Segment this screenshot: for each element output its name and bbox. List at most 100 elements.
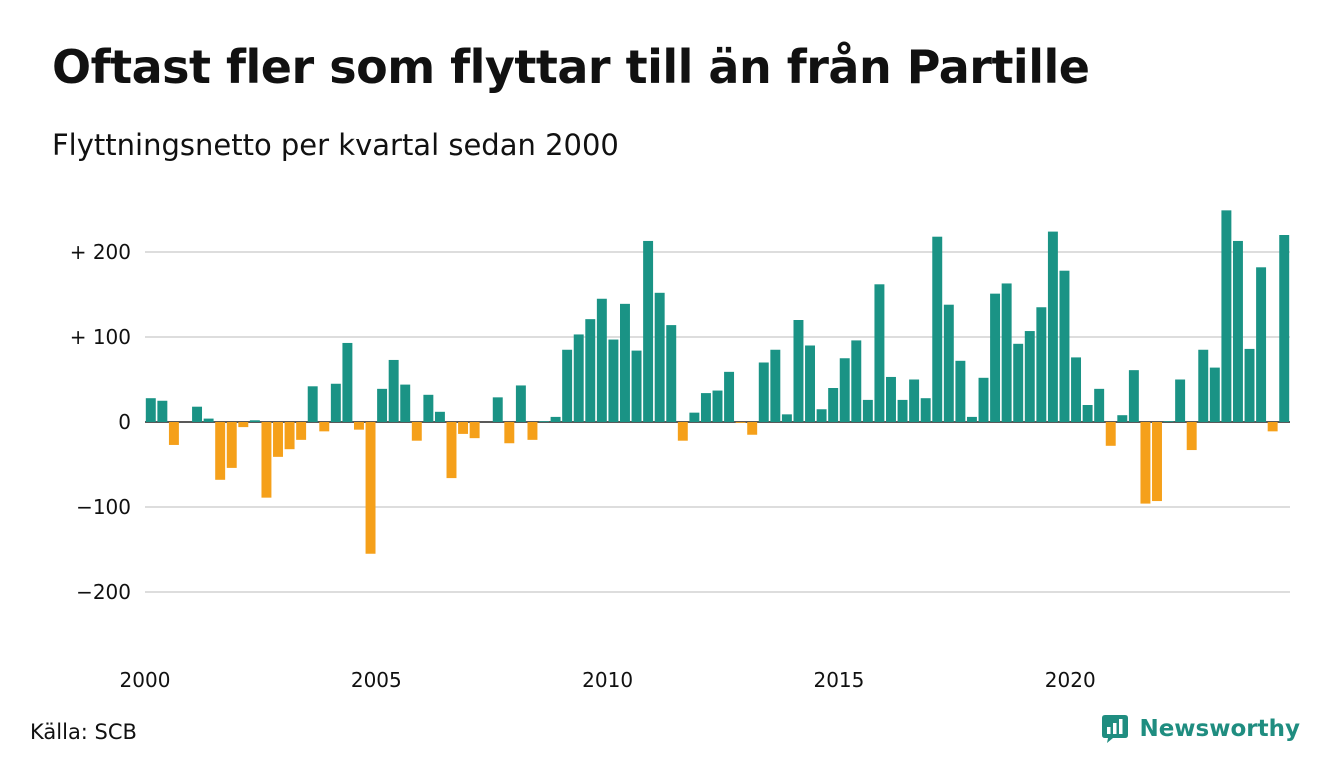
bar — [215, 422, 226, 480]
bar — [423, 394, 434, 422]
bar — [515, 385, 526, 422]
bar — [145, 398, 156, 422]
bar — [1082, 405, 1093, 422]
bar — [458, 422, 469, 434]
bar — [388, 359, 399, 422]
bar — [608, 339, 619, 422]
bar — [1036, 307, 1047, 422]
y-axis-ticks: + 200 + 100 0 −100 −200 — [70, 240, 131, 604]
bar — [596, 298, 607, 422]
bar — [353, 422, 364, 430]
y-tick-label: −200 — [76, 580, 131, 604]
bar — [365, 422, 376, 554]
bar — [249, 420, 260, 422]
bar — [828, 388, 839, 422]
bar — [1256, 267, 1267, 422]
y-tick-label: + 100 — [70, 325, 131, 349]
bar — [770, 349, 781, 422]
bar — [573, 334, 584, 422]
bar — [1059, 270, 1070, 422]
x-tick-label: 2015 — [813, 668, 864, 692]
bar — [1071, 357, 1082, 422]
bar — [1267, 422, 1278, 432]
newsworthy-logo-icon — [1102, 715, 1129, 743]
bar — [307, 386, 318, 422]
bar — [411, 422, 422, 441]
x-axis-ticks: 2000 2005 2010 2015 2020 — [120, 668, 1096, 692]
bar — [319, 422, 330, 432]
bar-chart: + 200 + 100 0 −100 −200 2000 2005 2010 2015 2020 — [70, 210, 1290, 692]
chart-title: Oftast fler som flyttar till än från Par… — [52, 40, 1090, 94]
brand-name: Newsworthy — [1139, 716, 1300, 742]
bar — [920, 398, 931, 422]
bar — [296, 422, 307, 440]
bar — [620, 303, 630, 422]
bar — [1221, 210, 1232, 422]
bar — [966, 416, 977, 422]
bar — [1047, 231, 1058, 422]
bar — [1117, 415, 1128, 422]
y-tick-label: + 200 — [70, 240, 131, 264]
bars — [145, 210, 1290, 554]
bar — [192, 406, 203, 422]
bar — [897, 399, 908, 422]
bar — [238, 422, 249, 428]
bar — [1279, 235, 1290, 422]
bar — [1152, 422, 1162, 502]
bar — [1128, 370, 1139, 422]
bar — [631, 350, 642, 422]
bar — [504, 422, 515, 444]
bar — [712, 390, 723, 422]
bar — [1232, 240, 1243, 422]
y-tick-label: 0 — [118, 410, 131, 434]
bar — [1175, 379, 1186, 422]
bar — [585, 319, 596, 422]
x-tick-label: 2000 — [120, 668, 171, 692]
bar — [805, 345, 815, 422]
x-tick-label: 2005 — [351, 668, 402, 692]
bar — [793, 320, 804, 422]
bar — [666, 325, 677, 422]
bar — [400, 384, 411, 422]
bar — [677, 422, 688, 441]
bar — [689, 412, 700, 422]
bar — [527, 422, 538, 440]
x-tick-label: 2020 — [1045, 668, 1096, 692]
bar — [1001, 283, 1012, 422]
brand-logo: Newsworthy — [1100, 714, 1300, 744]
bar — [909, 379, 920, 422]
bar — [261, 422, 272, 498]
bar — [550, 416, 561, 422]
bar — [469, 422, 480, 439]
bar — [886, 376, 896, 422]
bar — [157, 400, 168, 422]
bar — [342, 342, 353, 422]
bar — [1140, 422, 1151, 504]
bar — [943, 304, 954, 422]
bar — [284, 422, 295, 450]
bar — [874, 284, 885, 422]
bar — [816, 409, 827, 422]
source-label: Källa: SCB — [30, 720, 137, 744]
bar — [643, 240, 654, 422]
chart-subtitle: Flyttningsnetto per kvartal sedan 2000 — [52, 128, 619, 162]
bar — [203, 418, 214, 422]
bar — [978, 377, 989, 422]
bar — [1186, 422, 1197, 451]
bar — [434, 411, 445, 422]
bar — [990, 293, 1001, 422]
bar — [654, 292, 665, 422]
bar — [1094, 388, 1105, 422]
bar — [1013, 343, 1024, 422]
bar — [1024, 331, 1035, 422]
bar — [955, 360, 966, 422]
bar — [492, 397, 503, 422]
bar — [1209, 367, 1220, 422]
bar — [226, 422, 237, 468]
bar — [446, 422, 457, 479]
bar — [168, 422, 179, 445]
bar — [735, 422, 746, 423]
bar — [377, 388, 388, 422]
bar — [724, 371, 735, 422]
bar — [781, 414, 792, 422]
